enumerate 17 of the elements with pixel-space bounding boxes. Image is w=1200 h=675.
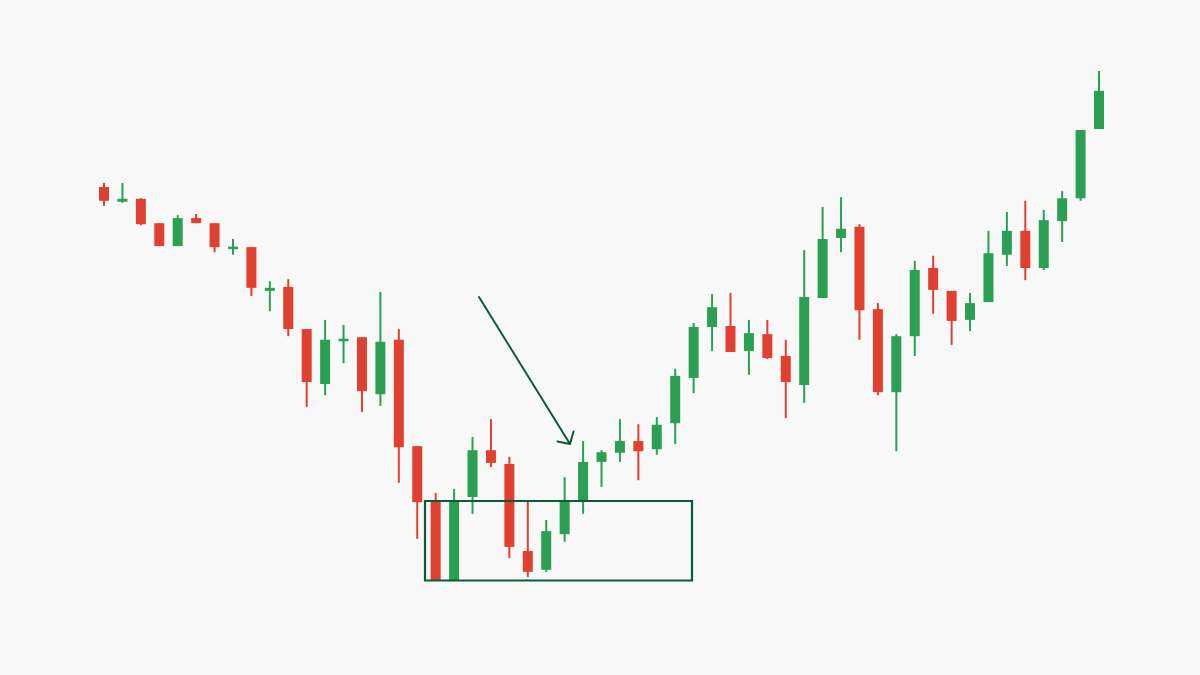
candlestick	[117, 181, 128, 204]
candlestick	[707, 292, 718, 352]
candlestick	[743, 318, 754, 376]
candlestick	[836, 196, 847, 254]
candlestick	[485, 418, 496, 468]
candlestick	[965, 291, 976, 333]
candlestick	[633, 423, 644, 482]
candlestick	[614, 418, 625, 463]
candlestick	[1057, 190, 1068, 244]
candlestick	[99, 181, 109, 207]
candlestick	[1001, 210, 1012, 267]
candlestick	[209, 222, 220, 254]
candlestick	[762, 318, 773, 361]
candlestick	[596, 449, 607, 488]
candlestick	[522, 500, 533, 578]
candlestick	[264, 280, 275, 313]
candlestick	[928, 254, 939, 315]
